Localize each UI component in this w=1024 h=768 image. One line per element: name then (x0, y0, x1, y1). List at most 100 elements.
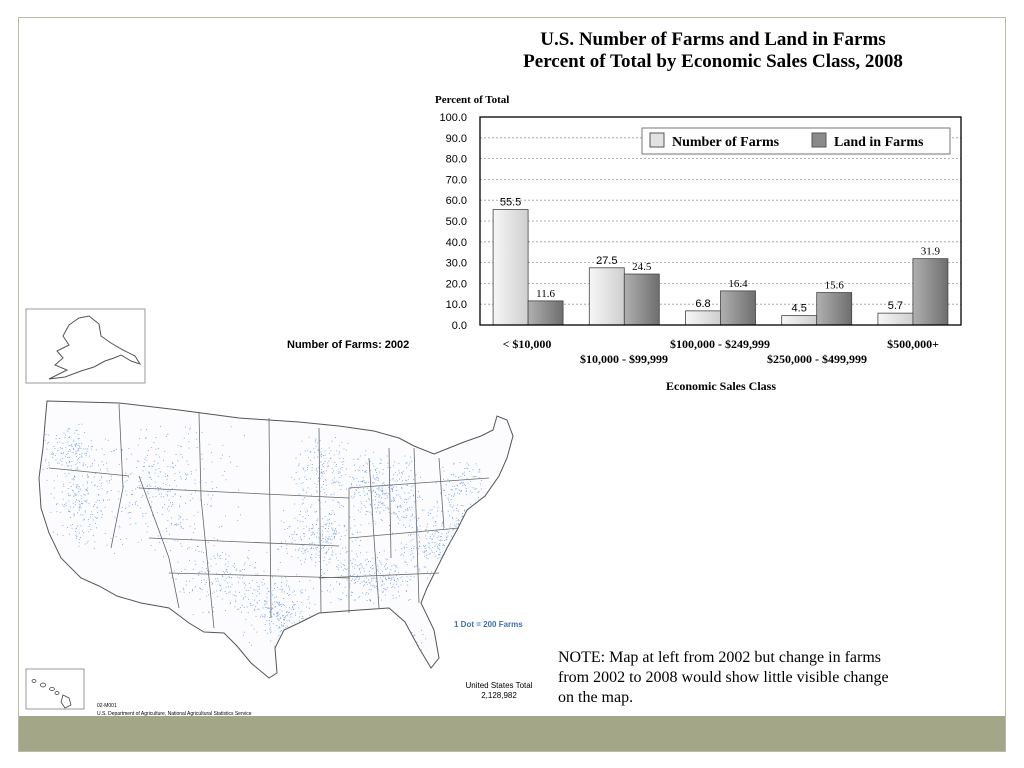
farm-dot (216, 487, 218, 489)
farm-dot (331, 535, 333, 537)
farm-dot (391, 485, 393, 487)
farm-dot (147, 450, 149, 451)
farm-dot (250, 587, 252, 589)
chart-title: U.S. Number of Farms and Land in Farms (540, 29, 885, 50)
farm-dot (118, 498, 120, 500)
farm-dot (358, 481, 360, 483)
farm-dot (410, 509, 412, 511)
farm-dot (315, 445, 317, 447)
farm-dot (352, 476, 354, 478)
farm-dot (171, 522, 173, 524)
farm-dot (175, 454, 177, 455)
farm-dot (162, 506, 164, 508)
farm-dot (411, 461, 413, 462)
farm-dot (375, 511, 377, 513)
farm-dot (238, 591, 240, 593)
farm-dot (334, 528, 336, 529)
farm-dot (377, 569, 379, 571)
farm-dot (199, 481, 201, 483)
farm-dot (237, 506, 239, 508)
farm-dot (385, 558, 387, 560)
farm-dot (145, 437, 147, 439)
farm-dot (315, 547, 317, 549)
farm-dot (269, 627, 271, 629)
farm-dot (106, 462, 108, 464)
farm-dot (131, 490, 133, 492)
farm-dot (408, 498, 410, 500)
farm-dot (405, 543, 407, 545)
farm-dot (386, 497, 388, 499)
farm-dot (406, 484, 408, 486)
farm-dot (370, 600, 372, 602)
farm-dot (325, 542, 327, 544)
farm-dot (428, 542, 430, 544)
farm-dot (445, 539, 447, 541)
farm-dot (294, 531, 295, 533)
farm-dot (156, 487, 158, 489)
farm-dot (436, 500, 438, 502)
farm-dot (197, 511, 199, 513)
farm-dot (94, 516, 96, 518)
farm-dot (241, 577, 243, 579)
farm-dot (138, 438, 140, 440)
farm-dot (375, 572, 377, 573)
farm-dot (391, 487, 393, 489)
farm-dot (437, 506, 439, 508)
farm-dot (292, 591, 294, 593)
farm-dot (154, 549, 156, 551)
map-code: 02-M001 (97, 703, 117, 709)
farm-dot (216, 590, 218, 592)
farm-dot (390, 501, 392, 502)
farm-dot (91, 511, 93, 513)
farm-dot (200, 493, 202, 495)
farm-dot (289, 587, 291, 589)
farm-dot (197, 545, 199, 547)
farm-dot (401, 486, 403, 488)
farm-dot (283, 522, 285, 524)
farm-dot (268, 591, 270, 593)
farm-dot (84, 510, 86, 512)
farm-dot (336, 581, 338, 583)
farm-dot (72, 448, 74, 449)
farm-dot (298, 463, 300, 465)
farm-dot (68, 495, 70, 497)
farm-dot (189, 489, 191, 491)
farm-dot (169, 533, 171, 535)
farm-dot (353, 458, 355, 460)
farm-dot (467, 482, 469, 484)
farm-dot (314, 565, 316, 567)
farm-dot (438, 532, 440, 534)
farm-dot (449, 523, 451, 525)
farm-dot (415, 514, 417, 516)
farm-dot (406, 480, 408, 482)
farm-dot (225, 515, 227, 517)
farm-dot (299, 559, 301, 561)
farm-dot (170, 502, 172, 504)
farm-dot (359, 469, 361, 471)
farm-dot (365, 593, 367, 595)
farm-dot (175, 489, 177, 491)
farm-dot (442, 467, 444, 468)
farm-dot (208, 611, 209, 613)
farm-dot (453, 463, 455, 465)
farm-dot (344, 535, 346, 537)
farm-dot (397, 505, 398, 507)
farm-dot (291, 606, 293, 608)
farm-dot (115, 448, 117, 450)
farm-dot (424, 545, 426, 547)
farm-dot (308, 607, 310, 609)
farm-dot (298, 548, 300, 550)
farm-dot (71, 444, 73, 445)
farm-dot (86, 499, 88, 501)
farm-dot (327, 462, 329, 464)
farm-dot (393, 513, 395, 515)
farm-dot (369, 490, 371, 492)
farm-dot (354, 525, 356, 527)
farm-dot (307, 598, 309, 600)
farm-dot (279, 609, 281, 611)
farm-dot (111, 475, 112, 477)
farm-dot (372, 463, 374, 465)
farm-dot (413, 494, 414, 496)
farm-dot (300, 511, 301, 512)
farm-dot (355, 581, 356, 583)
